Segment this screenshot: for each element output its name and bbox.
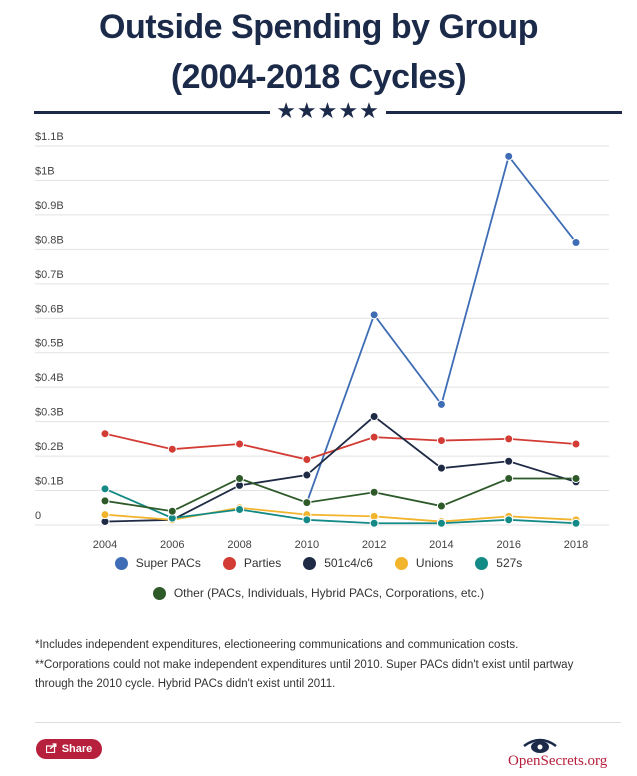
data-point-5 <box>167 506 177 516</box>
x-tick-label: 2014 <box>429 539 453 550</box>
data-point-1 <box>302 455 312 465</box>
y-tick-label: $0.3B <box>35 407 64 419</box>
data-point-1 <box>504 434 514 444</box>
data-point-2 <box>436 463 446 473</box>
series-line-4 <box>104 487 577 525</box>
data-point-4 <box>100 484 110 494</box>
legend-row-1: Super PACs Parties 501c4/c6 Unions 527s <box>0 556 637 570</box>
series-line-1 <box>104 432 577 461</box>
x-tick-label: 2018 <box>564 539 588 550</box>
y-tick-label: $1B <box>35 165 55 177</box>
legend-item[interactable]: Super PACs <box>114 556 201 570</box>
y-tick-label: $0.2B <box>35 441 64 453</box>
legend-label: Super PACs <box>135 556 201 570</box>
legend-swatch <box>303 556 317 570</box>
data-point-0 <box>369 310 379 320</box>
data-point-4 <box>302 515 312 525</box>
title-divider-right <box>386 111 622 114</box>
chart-title-line1: Outside Spending by Group <box>99 8 538 46</box>
x-tick-label: 2008 <box>227 539 251 550</box>
data-point-1 <box>369 432 379 442</box>
data-point-2 <box>302 470 312 480</box>
logo-text: OpenSecrets.org <box>508 753 608 769</box>
footnote-1: *Includes independent expenditures, elec… <box>35 639 519 651</box>
data-point-5 <box>571 473 581 483</box>
share-label: Share <box>61 743 93 755</box>
title-divider-left <box>34 111 270 114</box>
footnotes: *Includes independent expenditures, elec… <box>35 636 605 695</box>
data-point-5 <box>369 487 379 497</box>
data-point-4 <box>571 518 581 528</box>
data-point-1 <box>571 439 581 449</box>
data-point-0 <box>436 399 446 409</box>
data-point-2 <box>504 456 514 466</box>
share-icon <box>45 742 57 756</box>
legend-row-2: Other (PACs, Individuals, Hybrid PACs, C… <box>0 586 637 600</box>
data-point-0 <box>571 237 581 247</box>
footnote-2: **Corporations could not make independen… <box>35 658 574 691</box>
y-tick-label: $0.8B <box>35 234 64 246</box>
legend-swatch <box>114 556 128 570</box>
legend-label: Parties <box>243 556 282 570</box>
legend-swatch <box>222 556 236 570</box>
x-tick-label: 2016 <box>496 539 520 550</box>
data-point-1 <box>436 436 446 446</box>
series-line-2 <box>104 415 577 523</box>
line-chart: 0 $0.1B $0.2B $0.3B $0.4B $0.5B $0.6B $0.7B $0.8… <box>35 131 609 550</box>
series-line-5 <box>104 477 576 513</box>
data-point-5 <box>100 496 110 506</box>
data-point-4 <box>235 504 245 514</box>
y-tick-label: $0.9B <box>35 200 64 212</box>
y-tick-label: 0 <box>35 510 41 522</box>
data-point-1 <box>100 429 110 439</box>
data-point-5 <box>504 473 514 483</box>
y-tick-label: $0.1B <box>35 476 64 488</box>
eye-icon <box>522 736 558 759</box>
legend-item[interactable]: 527s <box>475 556 522 570</box>
y-tick-label: $0.6B <box>35 303 64 315</box>
x-tick-label: 2010 <box>295 539 319 550</box>
legend-label: Unions <box>415 556 454 570</box>
data-point-5 <box>436 501 446 511</box>
y-tick-label: $0.4B <box>35 372 64 384</box>
data-point-1 <box>235 439 245 449</box>
x-tick-label: 2006 <box>160 539 184 550</box>
x-tick-label: 2012 <box>362 539 386 550</box>
legend-label: Other (PACs, Individuals, Hybrid PACs, C… <box>173 586 485 600</box>
data-point-4 <box>369 518 379 528</box>
legend-item[interactable]: Other (PACs, Individuals, Hybrid PACs, C… <box>152 586 485 600</box>
data-point-3 <box>100 510 110 520</box>
legend-item[interactable]: 501c4/c6 <box>303 556 373 570</box>
y-tick-label: $0.7B <box>35 269 64 281</box>
y-tick-label: $0.5B <box>35 338 64 350</box>
series-line-0 <box>306 154 577 503</box>
data-point-4 <box>504 515 514 525</box>
y-tick-label: $1.1B <box>35 131 64 143</box>
legend-label: 527s <box>496 556 523 570</box>
series-line-3 <box>104 506 577 523</box>
data-point-5 <box>302 498 312 508</box>
data-point-4 <box>436 518 446 528</box>
legend-item[interactable]: Unions <box>394 556 454 570</box>
legend-swatch <box>152 586 166 600</box>
share-button[interactable]: Share <box>36 739 102 759</box>
legend-label: 501c4/c6 <box>324 556 373 570</box>
x-tick-label: 2004 <box>93 539 117 550</box>
data-point-2 <box>369 411 379 421</box>
legend-item[interactable]: Parties <box>222 556 282 570</box>
legend-swatch <box>394 556 408 570</box>
chart-title-line2: (2004-2018 Cycles) <box>170 58 467 96</box>
footer-divider <box>35 722 621 723</box>
star-divider: ★★★★★ <box>276 99 380 124</box>
data-point-0 <box>504 151 514 161</box>
opensecrets-logo[interactable]: OpenSecrets.org <box>508 736 626 772</box>
data-point-5 <box>235 473 245 483</box>
data-point-1 <box>167 444 177 454</box>
legend-swatch <box>475 556 489 570</box>
